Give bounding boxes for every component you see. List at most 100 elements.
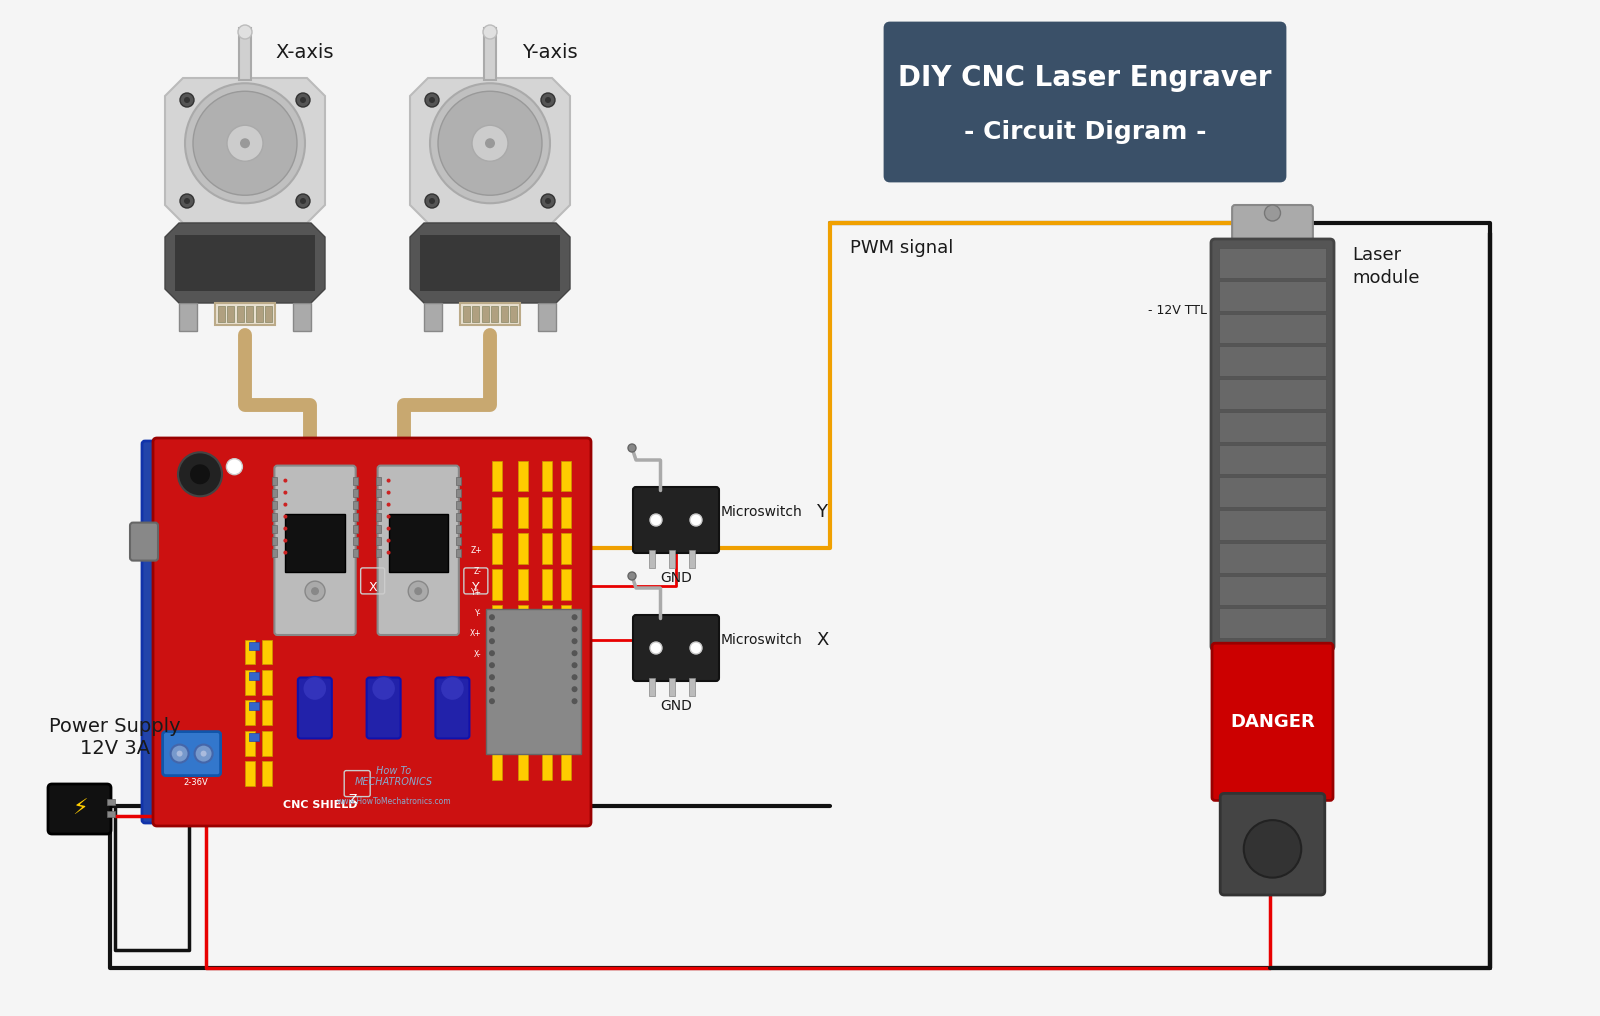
- FancyBboxPatch shape: [378, 465, 459, 635]
- Bar: [352, 524, 358, 532]
- Bar: [250, 672, 259, 680]
- Text: Y: Y: [816, 503, 827, 521]
- Bar: [1219, 280, 1326, 311]
- Text: - Circuit Digram -: - Circuit Digram -: [963, 120, 1206, 143]
- Text: Z: Z: [349, 792, 357, 806]
- Circle shape: [302, 677, 326, 700]
- Circle shape: [490, 698, 494, 704]
- Bar: [376, 489, 381, 497]
- Bar: [456, 513, 461, 520]
- FancyBboxPatch shape: [1211, 239, 1334, 650]
- Text: Microswitch: Microswitch: [722, 505, 803, 519]
- Text: Y-axis: Y-axis: [522, 43, 578, 62]
- Bar: [352, 549, 358, 557]
- Bar: [174, 235, 315, 291]
- FancyBboxPatch shape: [1232, 205, 1314, 246]
- FancyBboxPatch shape: [275, 465, 355, 635]
- Circle shape: [171, 745, 189, 763]
- Bar: [1219, 314, 1326, 343]
- Bar: [669, 550, 675, 568]
- Bar: [562, 713, 571, 744]
- Bar: [272, 513, 277, 520]
- FancyBboxPatch shape: [142, 441, 571, 823]
- Circle shape: [227, 125, 262, 162]
- Circle shape: [490, 638, 494, 644]
- Circle shape: [429, 198, 435, 204]
- Bar: [245, 761, 254, 786]
- Circle shape: [178, 452, 222, 496]
- Circle shape: [283, 538, 288, 543]
- Circle shape: [184, 198, 190, 204]
- Circle shape: [571, 626, 578, 632]
- Circle shape: [690, 514, 702, 526]
- Bar: [272, 536, 277, 545]
- Circle shape: [571, 675, 578, 680]
- Circle shape: [283, 491, 288, 495]
- Text: PWM signal: PWM signal: [850, 239, 954, 257]
- Circle shape: [371, 677, 395, 700]
- Bar: [1219, 576, 1326, 606]
- Bar: [518, 641, 528, 672]
- Circle shape: [283, 551, 288, 555]
- Bar: [424, 303, 442, 331]
- Circle shape: [283, 514, 288, 518]
- Text: DANGER: DANGER: [1230, 713, 1315, 731]
- Bar: [542, 713, 552, 744]
- Text: Y-: Y-: [475, 609, 482, 618]
- Bar: [245, 700, 254, 725]
- Bar: [1219, 445, 1326, 474]
- FancyBboxPatch shape: [885, 23, 1285, 181]
- Bar: [245, 731, 254, 756]
- Bar: [461, 303, 520, 325]
- Circle shape: [296, 194, 310, 208]
- Bar: [1219, 248, 1326, 277]
- Polygon shape: [410, 223, 570, 303]
- Circle shape: [238, 25, 253, 39]
- Bar: [1219, 411, 1326, 442]
- Circle shape: [571, 686, 578, 692]
- Circle shape: [650, 514, 662, 526]
- Text: www.HowToMechatronics.com: www.HowToMechatronics.com: [336, 797, 451, 806]
- Bar: [542, 678, 552, 708]
- Bar: [690, 678, 694, 696]
- Bar: [562, 569, 571, 599]
- Bar: [542, 497, 552, 527]
- Circle shape: [240, 138, 250, 148]
- Bar: [493, 750, 502, 780]
- Circle shape: [430, 83, 550, 203]
- Bar: [376, 524, 381, 532]
- Bar: [262, 761, 272, 786]
- Circle shape: [179, 194, 194, 208]
- Text: Laser: Laser: [1352, 246, 1402, 264]
- FancyBboxPatch shape: [634, 487, 718, 553]
- Bar: [272, 477, 277, 485]
- Text: Z+: Z+: [470, 546, 482, 555]
- Bar: [1219, 379, 1326, 408]
- Circle shape: [387, 551, 390, 555]
- Bar: [352, 489, 358, 497]
- Bar: [518, 713, 528, 744]
- Circle shape: [490, 686, 494, 692]
- Circle shape: [1264, 205, 1280, 221]
- Circle shape: [301, 198, 306, 204]
- Bar: [518, 606, 528, 636]
- Bar: [493, 461, 502, 492]
- Bar: [493, 678, 502, 708]
- Bar: [352, 513, 358, 520]
- Bar: [493, 533, 502, 564]
- Bar: [376, 549, 381, 557]
- Circle shape: [541, 194, 555, 208]
- Bar: [456, 549, 461, 557]
- Circle shape: [301, 97, 306, 103]
- Circle shape: [650, 642, 662, 654]
- Bar: [245, 640, 254, 664]
- Bar: [262, 640, 272, 664]
- Bar: [352, 536, 358, 545]
- Bar: [179, 303, 197, 331]
- FancyBboxPatch shape: [163, 732, 221, 775]
- FancyBboxPatch shape: [634, 615, 718, 681]
- Bar: [237, 306, 243, 322]
- Circle shape: [490, 650, 494, 656]
- Bar: [562, 678, 571, 708]
- Circle shape: [438, 91, 542, 195]
